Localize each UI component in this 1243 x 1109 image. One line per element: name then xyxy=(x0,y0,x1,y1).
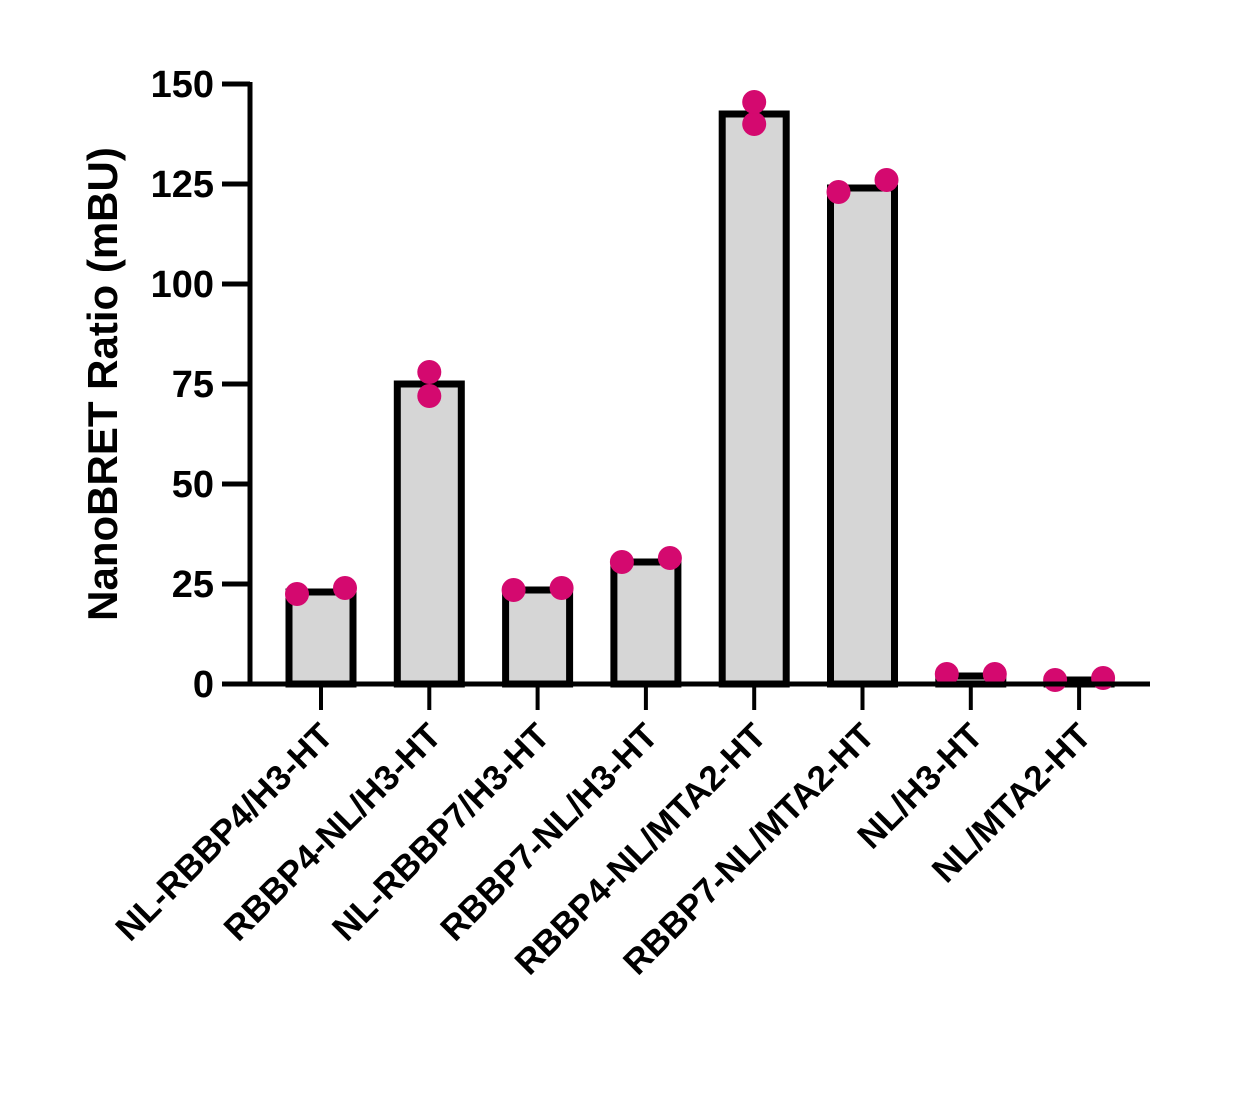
bar xyxy=(827,184,898,688)
data-point xyxy=(285,582,309,606)
data-point xyxy=(982,662,1007,686)
data-point xyxy=(609,550,634,574)
axes xyxy=(222,81,1150,710)
bar xyxy=(502,586,574,688)
data-point xyxy=(333,576,357,600)
y-tick-label: 100 xyxy=(151,264,214,306)
bars xyxy=(285,110,1115,688)
x-tick-labels: NL-RBBP4/H3-HTRBBP4-NL/H3-HTNL-RBBP7/H3-… xyxy=(108,716,1099,982)
data-point xyxy=(934,662,959,686)
y-tick-label: 125 xyxy=(151,164,214,206)
data-point xyxy=(742,90,767,114)
data-point xyxy=(417,384,442,408)
y-tick-label: 25 xyxy=(172,564,214,606)
data-points xyxy=(285,90,1116,692)
bar xyxy=(718,110,790,688)
data-point xyxy=(742,112,767,136)
y-tick-label: 75 xyxy=(172,364,214,406)
data-point xyxy=(657,546,682,570)
data-point xyxy=(501,578,526,602)
data-point xyxy=(549,576,574,600)
y-tick-label: 0 xyxy=(193,664,214,706)
data-point xyxy=(874,168,899,192)
data-point xyxy=(417,360,442,384)
y-tick-label: 150 xyxy=(151,64,214,106)
y-tick-label: 50 xyxy=(172,464,214,506)
bar xyxy=(393,380,465,688)
data-point xyxy=(826,180,851,204)
data-point xyxy=(1043,668,1068,692)
y-tick-labels: 0 25 50 75 100 125 150 xyxy=(151,64,214,706)
bar xyxy=(610,558,682,688)
y-axis-label: NanoBRET Ratio (mBU) xyxy=(79,147,126,621)
